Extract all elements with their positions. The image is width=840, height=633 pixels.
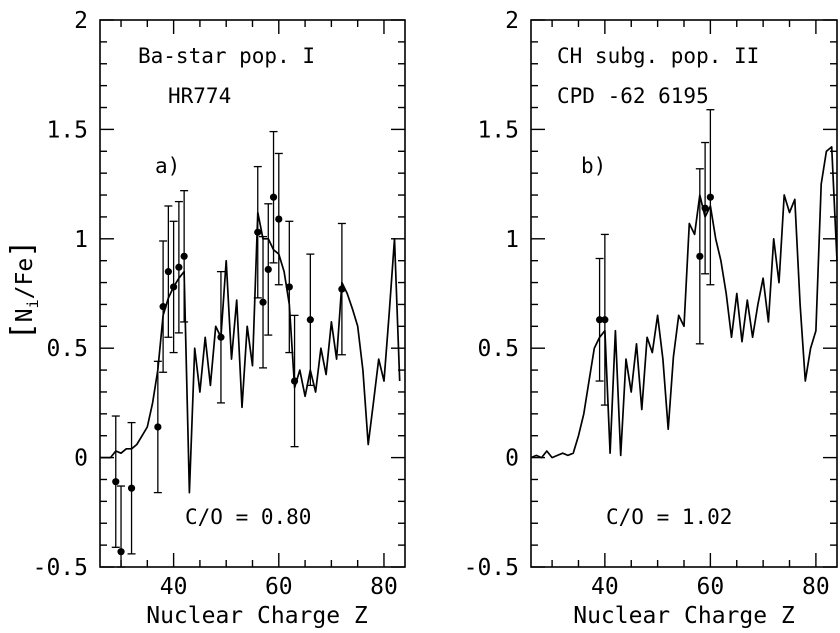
model-line [100, 211, 401, 494]
data-point [338, 285, 346, 293]
y-axis-title: [Ni/Fe] [5, 240, 42, 341]
co-ratio-label-a: C/O = 0.80 [185, 505, 311, 529]
data-point [112, 478, 120, 486]
y-tick-label: 1 [505, 227, 519, 253]
model-line [530, 146, 838, 459]
data-point [154, 423, 162, 431]
tick-labels-a: 40 60 80 -0.5 0 0.5 1 1.5 2 [33, 8, 398, 600]
x-tick-label: 40 [591, 574, 619, 600]
tick-labels-b: 40 60 80 -0.5 0 0.5 1 1.5 2 [464, 8, 830, 600]
model-line-b [530, 146, 838, 459]
y-axis-ratio: /Fe [12, 258, 38, 300]
y-tick-label: -0.5 [464, 555, 519, 581]
x-tick-label: 40 [160, 574, 188, 600]
y-tick-label: 2 [74, 8, 88, 34]
data-point [269, 193, 278, 201]
y-tick-label: 1.5 [46, 117, 88, 143]
data-point [264, 265, 272, 274]
co-ratio-label-b: C/O = 1.02 [606, 505, 732, 529]
panel-b: 40 60 80 -0.5 0 0.5 1 1.5 2 CH subg. pop. II CPD… [464, 8, 838, 629]
y-axis-subscript: i [24, 299, 42, 308]
plot-frame-a [99, 19, 406, 568]
data-point [127, 484, 136, 492]
y-tick-label: 2 [505, 8, 519, 34]
star-name-label-b: CPD -62 6195 [557, 84, 709, 108]
data-point [117, 548, 125, 556]
x-tick-label: 80 [802, 574, 830, 600]
data-point [696, 252, 704, 260]
data-point [275, 215, 283, 223]
x-tick-label: 60 [265, 574, 293, 600]
y-axis-bracket-close: ] [5, 240, 40, 258]
y-tick-label: 0.5 [477, 336, 519, 362]
data-point [175, 263, 183, 271]
data-point [254, 228, 262, 236]
data-point [259, 298, 267, 306]
observed-points-b [595, 109, 715, 406]
y-tick-label: 0 [505, 446, 519, 472]
panel-a: 40 60 80 -0.5 0 0.5 1 1.5 2 Ba-star pop. I HR774… [5, 8, 406, 629]
data-point [290, 377, 299, 385]
svg-text:[Ni/Fe]: [Ni/Fe] [5, 240, 42, 341]
y-axis-symbol: N [12, 308, 38, 322]
data-point [159, 303, 167, 311]
y-axis-bracket-open: [ [5, 322, 40, 340]
y-tick-label: 0 [74, 446, 88, 472]
data-point [701, 204, 709, 212]
data-point [170, 283, 178, 291]
data-point [164, 268, 172, 276]
panel-label-a: a) [155, 154, 180, 178]
x-tick-label: 60 [697, 574, 725, 600]
y-tick-label: 1.5 [477, 117, 519, 143]
star-type-label-a: Ba-star pop. I [138, 44, 315, 68]
data-point [306, 316, 314, 324]
observed-points-a [111, 130, 346, 568]
ticks-a [100, 19, 405, 568]
x-axis-title-a: Nuclear Charge Z [146, 603, 368, 629]
y-tick-label: -0.5 [33, 555, 88, 581]
model-line-a [100, 211, 401, 494]
data-point [285, 283, 293, 291]
data-point [595, 316, 604, 324]
star-name-label-a: HR774 [168, 84, 231, 108]
star-type-label-b: CH subg. pop. II [557, 44, 759, 68]
data-point [217, 333, 225, 341]
data-point [601, 316, 609, 324]
panel-label-b: b) [581, 154, 606, 178]
x-axis-title-b: Nuclear Charge Z [573, 603, 795, 629]
data-point [706, 193, 714, 201]
y-tick-label: 0.5 [46, 336, 88, 362]
y-tick-label: 1 [74, 227, 88, 253]
x-tick-label: 80 [370, 574, 398, 600]
data-point [180, 252, 188, 260]
